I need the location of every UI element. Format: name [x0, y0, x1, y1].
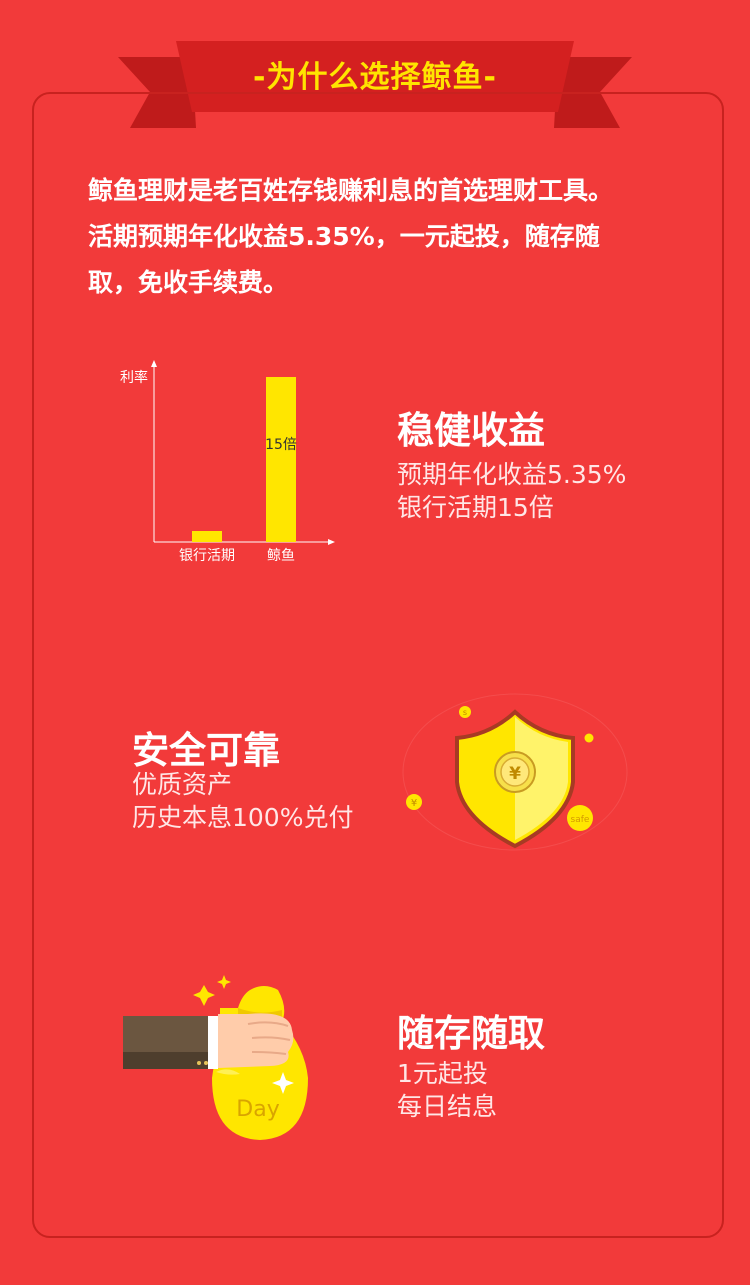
intro-line: 取，免收手续费。 [88, 268, 289, 297]
small-coin-label: s [463, 708, 467, 717]
x-axis-arrow [328, 539, 335, 545]
bar [266, 377, 296, 542]
feature-line: 银行活期15倍 [397, 493, 554, 522]
intro-line: 鲸鱼理财是老百姓存钱赚利息的首选理财工具。 [88, 176, 614, 205]
y-axis-arrow [151, 360, 157, 367]
safe-coin-label: safe [571, 815, 590, 825]
x-tick-label: 银行活期 [179, 548, 235, 564]
feature-title-safe: 安全可靠 [132, 729, 280, 772]
sparkle-icon [193, 985, 215, 1006]
feature-title-flexible: 随存随取 [397, 1012, 545, 1055]
feature-line: 1元起投 [397, 1059, 488, 1088]
shield-icon: s ¥ safe ¥ [402, 693, 628, 851]
feature-title-stable: 稳健收益 [397, 409, 545, 452]
coin-icon [406, 794, 422, 810]
feature-line: 历史本息100%兑付 [132, 803, 354, 832]
yuan-symbol: ¥ [509, 764, 521, 784]
intro-paragraph: 鲸鱼理财是老百姓存钱赚利息的首选理财工具。 活期预期年化收益5.35%，一元起投… [88, 168, 688, 306]
y-axis-label: 利率 [120, 369, 148, 386]
intro-line: 活期预期年化收益5.35%，一元起投，随存随 [88, 222, 600, 251]
feature-line: 预期年化收益5.35% [397, 460, 627, 489]
bag-label: Day [236, 1097, 279, 1122]
content-panel [32, 92, 724, 1238]
banner-title: -为什么选择鲸鱼- [253, 60, 497, 95]
bar-data-label: 15倍 [265, 437, 297, 453]
sparkle-icon [217, 975, 231, 989]
feature-line: 优质资产 [132, 770, 233, 799]
money-bag-icon: Day [123, 975, 308, 1140]
feature-line: 每日结息 [397, 1092, 498, 1121]
bar [192, 531, 222, 542]
title-ribbon [118, 41, 632, 128]
coin-symbol: ¥ [411, 798, 417, 809]
x-tick-label: 鲸鱼 [267, 547, 295, 564]
